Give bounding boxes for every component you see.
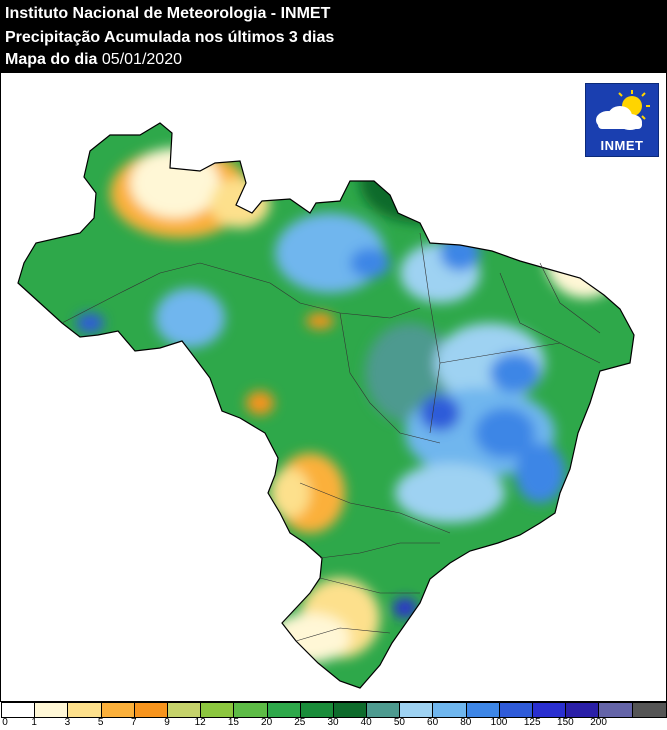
legend-tick-label: 1	[31, 717, 37, 728]
legend-color-bar	[1, 702, 667, 718]
legend-tick-label: 200	[590, 717, 607, 728]
legend-tick-label: 100	[490, 717, 508, 728]
legend-tick-label: 0	[2, 717, 8, 728]
legend-tick-label: 30	[327, 717, 339, 728]
map-date: 05/01/2020	[101, 51, 182, 68]
legend-tick-label: 60	[427, 717, 439, 728]
map-date-line: Mapa do dia 05/01/2020	[5, 50, 182, 69]
legend-swatch	[466, 703, 500, 717]
legend-tick-label: 3	[64, 717, 71, 728]
legend-swatch	[566, 703, 600, 717]
legend-tick-label: 50	[393, 717, 405, 728]
legend-tick-label: 80	[460, 717, 472, 728]
precipitation-field	[18, 123, 634, 688]
legend-tick-label: 125	[523, 717, 541, 728]
legend-tick-label: 7	[131, 717, 137, 728]
institute-title: Instituto Nacional de Meteorologia - INM…	[5, 5, 331, 22]
legend-tick-label: 150	[557, 717, 574, 728]
legend-swatch	[35, 703, 69, 717]
precipitation-legend: 0 1 3 5 7 9 12 15 20 25 30 40 50 60 80 100 125 150 200	[0, 702, 667, 730]
legend-swatch	[367, 703, 401, 717]
legend-swatch	[201, 703, 235, 717]
logo-text: INMET	[600, 138, 644, 153]
legend-tick-label: 5	[97, 717, 104, 728]
legend-tick-label: 9	[164, 717, 170, 728]
legend-tick-label: 40	[360, 717, 372, 728]
legend-swatch	[134, 703, 168, 717]
map-title: Precipitação Acumulada nos últimos 3 dia…	[5, 29, 335, 46]
sun-cloud-icon	[596, 90, 650, 130]
inmet-logo: INMET	[585, 83, 659, 157]
legend-swatch	[499, 703, 533, 717]
map-header: Instituto Nacional de Meteorologia - INM…	[0, 0, 667, 73]
legend-tick-label: 15	[227, 717, 239, 728]
legend-tick-label: 12	[194, 717, 206, 728]
legend-swatch	[400, 703, 434, 717]
legend-swatch	[599, 703, 633, 717]
legend-swatch	[234, 703, 268, 717]
legend-tick-label: 20	[261, 717, 273, 728]
legend-tick-label: 25	[294, 717, 306, 728]
legend-swatch	[68, 703, 102, 717]
precipitation-map	[17, 122, 635, 689]
legend-swatch	[300, 703, 334, 717]
date-label: Mapa do dia	[5, 51, 102, 68]
legend-swatch	[101, 703, 135, 717]
legend-swatch	[632, 703, 666, 717]
legend-swatch	[267, 703, 301, 717]
legend-swatch	[167, 703, 202, 717]
legend-swatch	[433, 703, 467, 717]
legend-swatch	[2, 703, 36, 717]
legend-swatch	[533, 703, 567, 717]
legend-swatch	[333, 703, 368, 717]
state-borders	[61, 232, 601, 642]
